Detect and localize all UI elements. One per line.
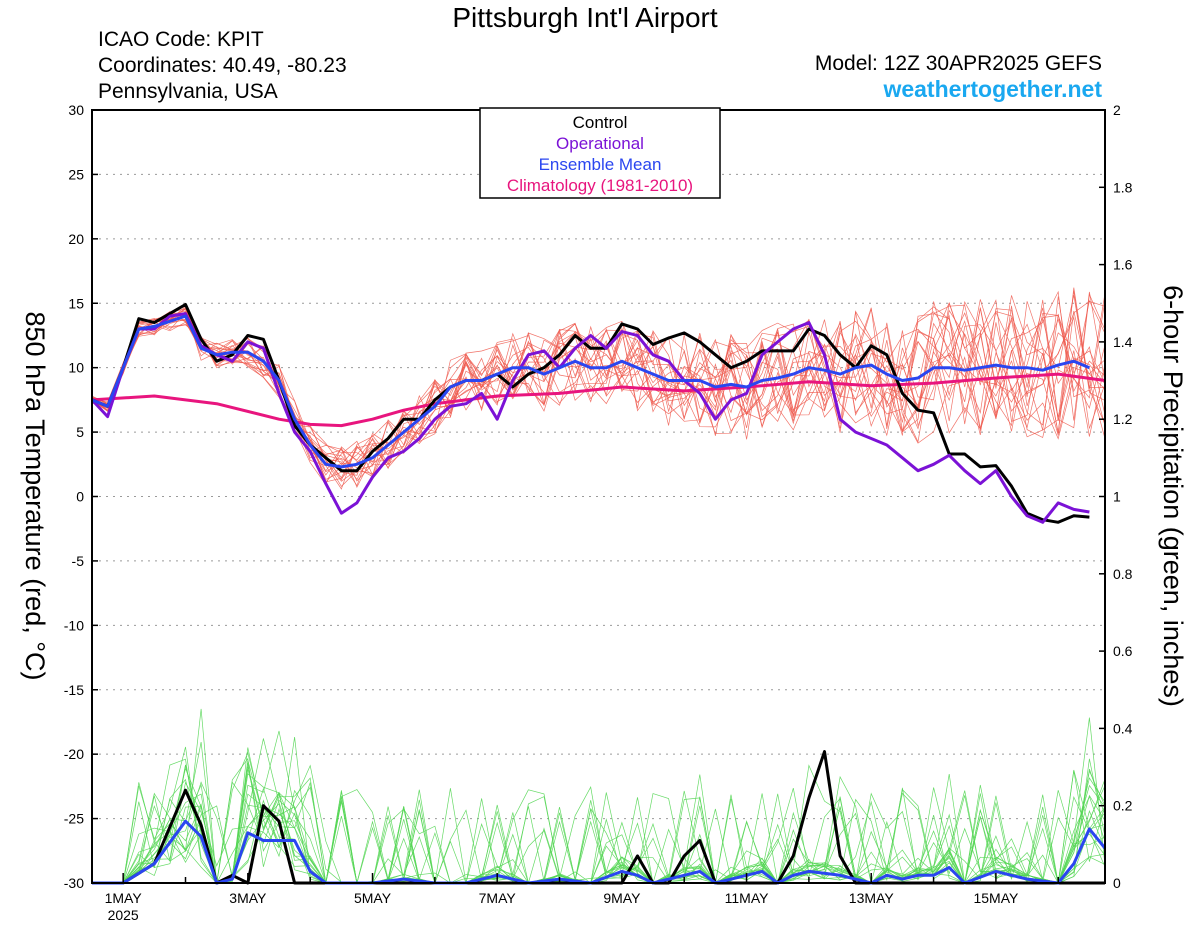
temperature-member-line xyxy=(91,293,1106,482)
right-tick-label: 1 xyxy=(1113,489,1121,505)
temperature-member-line xyxy=(91,316,1106,487)
x-tick-label: 9MAY xyxy=(603,890,641,906)
control-temperature-line xyxy=(91,303,1090,524)
right-tick-label: 0 xyxy=(1113,875,1121,891)
left-tick-label: -30 xyxy=(64,875,84,891)
ensemble-member-lines xyxy=(91,287,1106,885)
model-run: Model: 12Z 30APR2025 GEFS xyxy=(814,52,1102,75)
right-tick-label: 1.6 xyxy=(1113,257,1133,273)
right-tick-label: 0.8 xyxy=(1113,566,1133,582)
x-tick-label: 11MAY xyxy=(725,890,769,906)
series-lines xyxy=(90,303,1107,885)
coordinates: Coordinates: 40.49, -80.23 xyxy=(98,54,347,77)
x-tick-label: 7MAY xyxy=(479,890,517,906)
left-axis-label: 850 hPa Temperature (red, °C) xyxy=(20,312,50,681)
left-tick-label: 20 xyxy=(68,231,84,247)
left-tick-label: 5 xyxy=(76,424,84,440)
x-tick-label: 1MAY xyxy=(105,890,143,906)
icao-code: ICAO Code: KPIT xyxy=(98,28,264,51)
x-tick-label: 3MAY xyxy=(229,890,267,906)
climatology-temperature-line xyxy=(91,372,1106,428)
x-tick-label: 13MAY xyxy=(849,890,895,906)
right-tick-label: 1.4 xyxy=(1113,334,1133,350)
temperature-member-line xyxy=(91,295,1106,470)
right-tick-label: 1.8 xyxy=(1113,179,1133,195)
precip-member-line xyxy=(92,783,1106,884)
right-tick-label: 0.2 xyxy=(1113,798,1133,814)
temperature-member-line xyxy=(91,287,1105,483)
right-tick-label: 1.2 xyxy=(1113,411,1133,427)
x-tick-label: 5MAY xyxy=(354,890,392,906)
left-tick-label: -15 xyxy=(64,682,84,698)
legend-entry-operational: Operational xyxy=(556,134,644,153)
precip-member-line xyxy=(92,730,1106,884)
x-tick-label: 15MAY xyxy=(973,890,1019,906)
ensemble-mean-temperature-line xyxy=(91,314,1090,469)
precip-member-line xyxy=(92,738,1106,884)
left-tick-label: -20 xyxy=(64,746,84,762)
left-tick-label: 25 xyxy=(68,166,84,182)
legend-entry-climatology: Climatology (1981-2010) xyxy=(507,176,693,195)
right-axis-label: 6-hour Precipitation (green, inches) xyxy=(1158,285,1188,707)
legend: Control Operational Ensemble Mean Climat… xyxy=(479,107,721,199)
operational-temperature-line xyxy=(90,312,1090,524)
location: Pennsylvania, USA xyxy=(98,80,278,103)
left-tick-label: 15 xyxy=(68,295,84,311)
temperature-member-line xyxy=(91,290,1106,482)
left-tick-label: 0 xyxy=(76,489,84,505)
legend-entry-control: Control xyxy=(573,113,628,132)
right-tick-label: 2 xyxy=(1113,102,1121,118)
chart-title: Pittsburgh Int'l Airport xyxy=(452,2,718,33)
control-precip-line xyxy=(92,750,1105,885)
right-tick-label: 0.4 xyxy=(1113,720,1133,736)
left-tick-label: 10 xyxy=(68,360,84,376)
left-tick-label: -5 xyxy=(72,553,85,569)
precip-member-line xyxy=(92,747,1106,884)
left-tick-label: 30 xyxy=(68,102,84,118)
x-tick-year-label: 2025 xyxy=(108,907,139,923)
right-tick-label: 0.6 xyxy=(1113,643,1133,659)
left-tick-label: -25 xyxy=(64,811,84,827)
legend-entry-ensemble-mean: Ensemble Mean xyxy=(539,155,662,174)
temperature-member-line xyxy=(91,305,1106,478)
grid-lines xyxy=(92,173,1105,820)
left-tick-label: -10 xyxy=(64,617,84,633)
website-link[interactable]: weathertogether.net xyxy=(883,76,1102,102)
precip-member-line xyxy=(92,717,1106,884)
legend-box xyxy=(479,107,721,199)
axis-ticks: -30-25-20-15-10-505101520253000.20.40.60… xyxy=(64,102,1133,923)
